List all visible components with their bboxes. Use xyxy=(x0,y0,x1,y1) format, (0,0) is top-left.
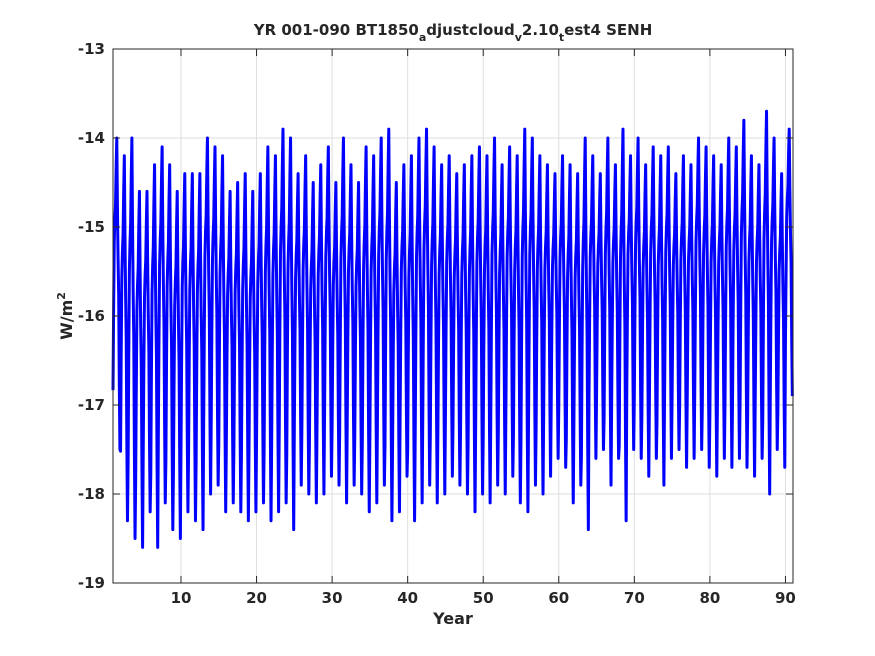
y-tick-label: -16 xyxy=(78,307,105,325)
y-axis-label-sup: 2 xyxy=(55,292,68,300)
ticks: 10 20 30 40 50 60 70 80 90 -19 -18 -17 -16 -15 -14 -13 xyxy=(78,40,796,607)
x-tick-label: 30 xyxy=(322,589,343,607)
y-tick-label: -19 xyxy=(78,574,105,592)
y-tick-label: -17 xyxy=(78,396,105,414)
title-part: djustcloud xyxy=(426,21,514,39)
x-tick-label: 90 xyxy=(775,589,796,607)
x-tick-label: 50 xyxy=(473,589,494,607)
title-part: 2.10 xyxy=(522,21,559,39)
x-tick-label: 60 xyxy=(548,589,569,607)
x-tick-label: 70 xyxy=(624,589,645,607)
y-tick-label: -18 xyxy=(78,485,105,503)
series-line xyxy=(111,109,794,549)
x-tick-label: 80 xyxy=(699,589,720,607)
title-subscript: v xyxy=(515,31,523,44)
title-part: YR 001-090 BT1850 xyxy=(253,21,419,39)
chart-title: YR 001-090 BT1850adjustcloudv2.10test4 S… xyxy=(253,21,653,44)
y-axis-label-main: W/m xyxy=(57,300,76,340)
y-tick-label: -14 xyxy=(78,129,105,147)
title-subscript: a xyxy=(419,31,426,44)
y-axis-label: W/m2 xyxy=(55,292,76,340)
y-tick-label: -13 xyxy=(78,40,105,58)
series-group xyxy=(111,109,794,549)
x-tick-label: 10 xyxy=(171,589,192,607)
title-subscript: t xyxy=(559,31,564,44)
x-tick-label: 40 xyxy=(397,589,418,607)
title-part: est4 SENH xyxy=(564,21,652,39)
y-tick-label: -15 xyxy=(78,218,105,236)
x-axis-label: Year xyxy=(432,609,473,628)
x-tick-label: 20 xyxy=(246,589,267,607)
